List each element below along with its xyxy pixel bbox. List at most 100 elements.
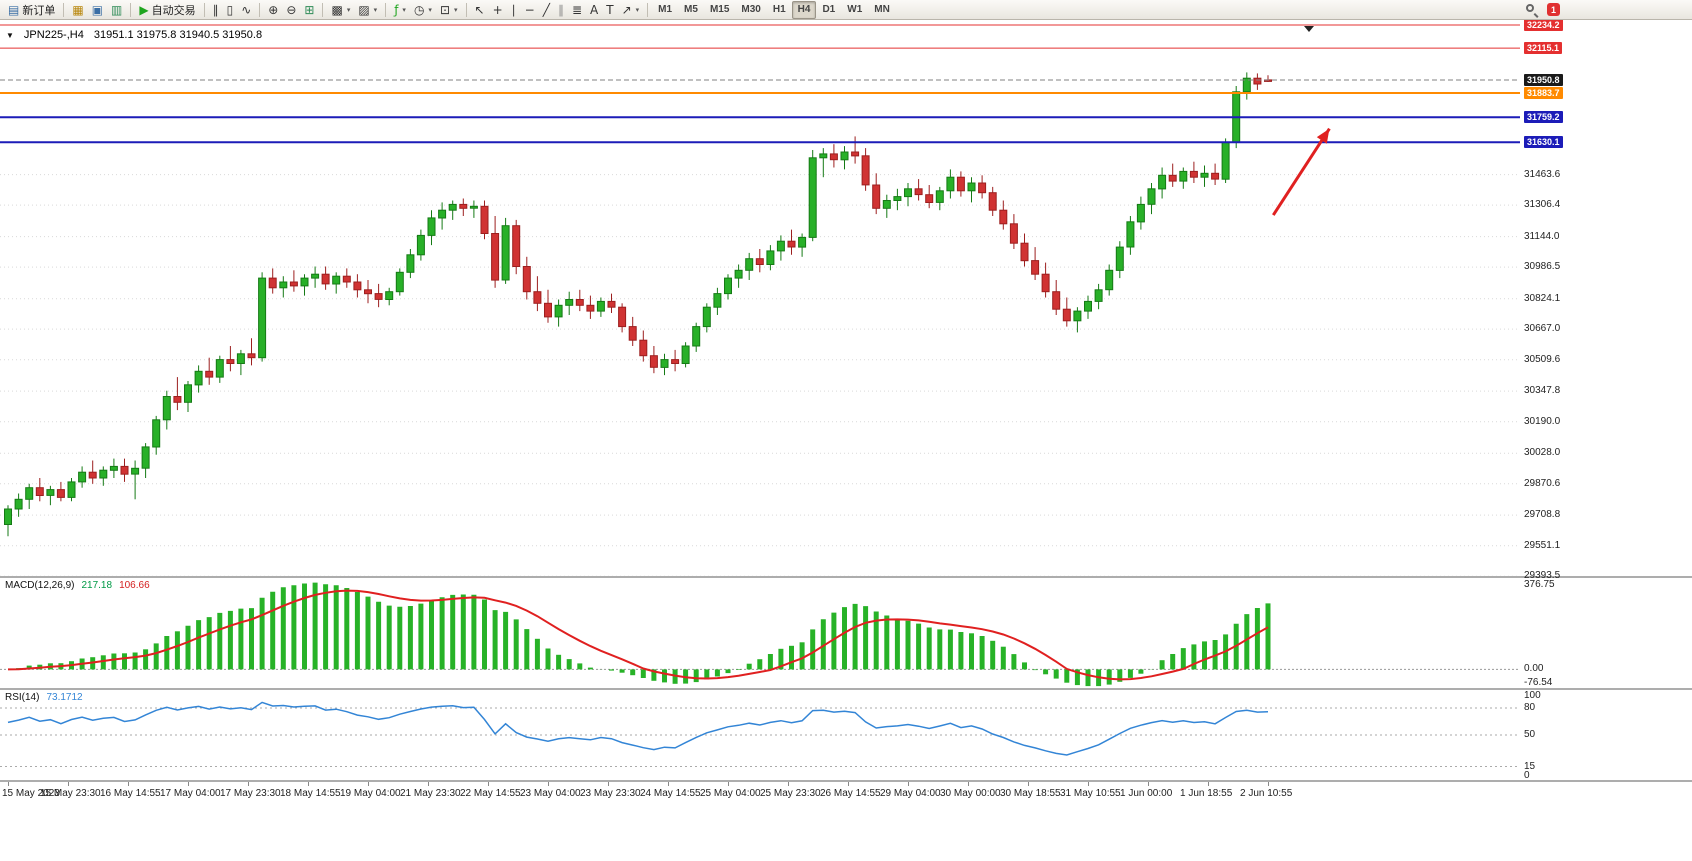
pane-separator[interactable] [0, 576, 1692, 578]
timeframe-m5[interactable]: M5 [678, 1, 704, 19]
candlestick-button[interactable]: ▯ [223, 1, 238, 19]
candle [819, 148, 828, 178]
macd-signal-value: 106.66 [119, 580, 150, 591]
label-icon: T [606, 2, 614, 17]
chart-profiles-button[interactable]: ▨ ▾ [354, 1, 381, 19]
rsi-canvas[interactable] [0, 690, 1520, 780]
candle [798, 233, 807, 257]
chart-shift-marker-icon[interactable] [1304, 26, 1314, 32]
charts-button[interactable]: ▦ [68, 1, 87, 19]
pane-separator[interactable] [0, 780, 1692, 782]
channel-button[interactable]: ∥ [554, 1, 568, 19]
charts-icon: ▦ [72, 2, 84, 17]
fibonacci-button[interactable]: ≣ [568, 1, 586, 19]
candle [861, 148, 870, 191]
arrow-annotation[interactable] [1272, 127, 1331, 216]
chart-window: ▼ JPN225-,H4 31951.1 31975.8 31940.5 319… [0, 19, 1692, 820]
zoom-out-button[interactable]: ⊖ [282, 1, 300, 19]
indicators-button[interactable]: ƒ ▾ [390, 1, 410, 19]
profiles-button[interactable]: ▣ [88, 1, 107, 19]
collapse-triangle-icon[interactable]: ▼ [6, 30, 14, 40]
candle [1073, 307, 1082, 333]
tile-windows-icon: ⊞ [304, 2, 315, 17]
candle [321, 266, 330, 290]
autotrading-button-label: 自动交易 [151, 4, 196, 17]
price-axis[interactable]: 31463.6 31306.4 31144.0 30986.5 30824.1 30667… [1520, 19, 1692, 810]
candle [829, 144, 838, 168]
candle [967, 177, 976, 203]
zoom-in-button[interactable]: ⊕ [264, 1, 282, 19]
line-price-label: 31759.2 [1524, 111, 1563, 124]
candle [120, 458, 129, 482]
horizontal-line-button[interactable]: − [521, 1, 539, 19]
candle [1052, 280, 1061, 315]
time-tick [248, 782, 249, 786]
vertical-line-button[interactable]: ∣ [507, 1, 521, 19]
timeframe-mn-label: MN [874, 4, 890, 15]
chart-symbol-timeframe: JPN225-,H4 [23, 29, 84, 41]
timeframe-h4[interactable]: H4 [791, 0, 817, 19]
autotrading-button[interactable]: ▶ 自动交易 [135, 1, 199, 19]
candle [1094, 283, 1103, 310]
candle [406, 249, 415, 279]
rsi-pane: RSI(14) 73.1712 [0, 690, 1692, 780]
timeframe-m15[interactable]: M15 [704, 1, 735, 19]
arrows-button[interactable]: ↗ ▾ [618, 1, 644, 19]
notification-badge[interactable]: 1 [1547, 3, 1560, 16]
timeframe-h1[interactable]: H1 [767, 1, 792, 19]
new-chart-button[interactable]: ▩ ▾ [327, 1, 354, 19]
cursor-button[interactable]: ↖ [471, 1, 489, 19]
macd-main-value: 217.18 [81, 580, 113, 591]
candle [480, 200, 489, 240]
candle [56, 481, 65, 502]
trendline-button[interactable]: ╱ [539, 1, 554, 19]
price-chart-canvas[interactable] [0, 20, 1520, 576]
crosshair-button[interactable]: + [489, 1, 507, 19]
periods-icon: ◷ [413, 2, 425, 17]
new-order-icon: ▤ [8, 2, 20, 17]
label-button[interactable]: T [602, 1, 617, 19]
line-price-label: 32234.2 [1524, 19, 1563, 31]
time-tick [1268, 782, 1269, 786]
price-tick-label: 30347.8 [1524, 385, 1561, 397]
bar-chart-button[interactable]: ∥ [209, 1, 223, 19]
candle [67, 478, 76, 502]
macd-axis-zero: 0.00 [1524, 663, 1544, 675]
time-axis[interactable]: 15 May 2023 15 May 23:30 16 May 14:55 17 Ma… [0, 782, 1692, 808]
timeframe-d1[interactable]: D1 [816, 1, 841, 19]
text-button[interactable]: A [586, 1, 602, 19]
pane-separator[interactable] [0, 688, 1692, 690]
time-tick-label: 23 May 23:30 [580, 788, 641, 799]
candle [882, 194, 891, 218]
candle [904, 183, 912, 207]
tile-windows-button[interactable]: ⊞ [300, 1, 318, 19]
search-icon[interactable] [1525, 3, 1539, 18]
indicators-icon: ƒ [394, 2, 399, 17]
toolbar-separator [130, 2, 132, 17]
timeframe-mn[interactable]: MN [868, 1, 896, 19]
candle [88, 460, 97, 484]
crosshair-icon: + [492, 2, 503, 17]
candle [554, 299, 563, 327]
time-tick-label: 31 May 10:55 [1060, 788, 1121, 799]
price-tick-label: 29551.1 [1524, 539, 1561, 551]
candle [978, 175, 987, 199]
refresh-icon: ▥ [111, 2, 123, 17]
line-chart-button[interactable]: ∿ [237, 1, 255, 19]
time-tick [548, 782, 549, 786]
timeframe-m30-label: M30 [741, 4, 761, 15]
autotrading-icon: ▶ [139, 2, 149, 17]
periods-button[interactable]: ◷ ▾ [410, 1, 436, 19]
time-tick-label: 26 May 14:55 [820, 788, 881, 799]
timeframe-w1[interactable]: W1 [841, 1, 868, 19]
refresh-button[interactable]: ▥ [107, 1, 126, 19]
candle [438, 202, 447, 230]
timeframe-m30[interactable]: M30 [735, 1, 766, 19]
templates-button[interactable]: ⊡ ▾ [436, 1, 462, 19]
timeframe-m1[interactable]: M1 [652, 1, 678, 19]
candle [35, 478, 44, 502]
macd-canvas[interactable] [0, 578, 1520, 688]
main-toolbar: ▤ 新订单 ▦ ▣ ▥ ▶ 自动交易 ∥ ▯ ∿ ⊕ ⊖ ⊞ ▩ ▾ ▨ ▾ ƒ ▾ ◷ ▾ ⊡ ▾ ↖ + ∣ − ╱ ∥ ≣ A T ↗ ▾ M… [0, 0, 1692, 20]
price-tick-label: 31144.0 [1524, 230, 1560, 242]
new-order-button[interactable]: ▤ 新订单 [4, 1, 59, 19]
